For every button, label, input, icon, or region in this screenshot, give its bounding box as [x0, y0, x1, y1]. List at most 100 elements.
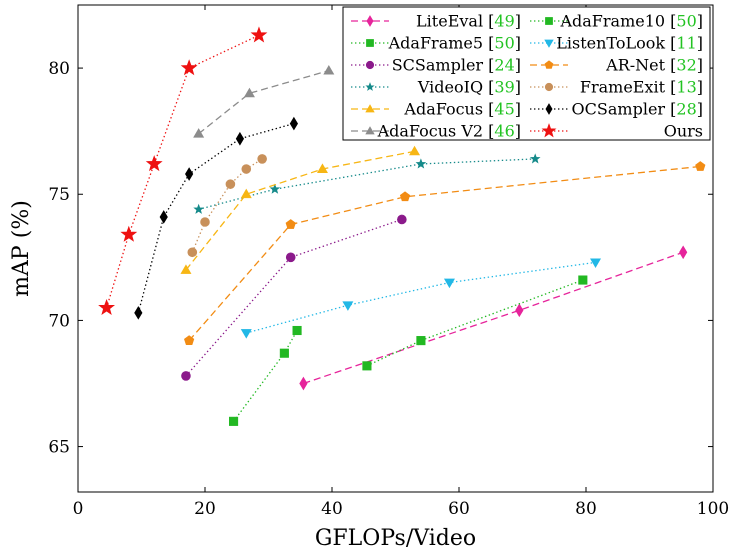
series-line: [185, 150, 415, 271]
legend-citation: [49]: [483, 12, 521, 31]
legend-label: FrameExit [13]: [580, 78, 703, 97]
series-line: [191, 158, 263, 253]
legend-marker: [544, 39, 554, 48]
legend-series-name: AdaFocus: [403, 100, 483, 119]
data-point: [409, 145, 421, 156]
legend-series-name: AR-Net: [605, 56, 665, 75]
legend-label: OCSampler [28]: [572, 100, 703, 119]
series-line: [366, 279, 584, 367]
legend-entry: AdaFrame5 [50]: [351, 34, 521, 53]
legend-series-name: SCSampler: [392, 56, 484, 75]
legend-entry: SCSampler [24]: [351, 56, 521, 75]
legend-series-name: AdaFrame5: [388, 34, 483, 53]
data-point: [240, 329, 252, 339]
series-adafocus: [180, 145, 421, 274]
series-adafocus-v2: [193, 65, 335, 138]
axes: 0 20 40 60 80 100 65 70 75 80: [48, 4, 729, 519]
legend-citation: [32]: [665, 56, 703, 75]
data-point: [180, 264, 192, 274]
series-frameexit: [187, 154, 267, 258]
legend-label: VideoIQ [39]: [417, 78, 521, 97]
series-line: [303, 251, 684, 385]
legend-marker: [541, 123, 557, 138]
series-line: [198, 69, 330, 135]
legend-series-name: AdaFrame10: [559, 12, 665, 31]
legend-entry: VideoIQ [39]: [351, 78, 521, 97]
series-adaframe5: [229, 325, 302, 426]
data-point: [342, 301, 354, 311]
data-point: [316, 163, 328, 173]
legend-label: SCSampler [24]: [392, 56, 521, 75]
data-point: [679, 245, 688, 260]
data-point: [529, 153, 541, 164]
legend-entry: AdaFocus [45]: [351, 100, 521, 119]
data-point: [145, 155, 163, 172]
legend: LiteEval [49] AdaFrame10 [50]AdaFrame5 [5…: [342, 6, 711, 141]
data-point: [120, 225, 138, 242]
data-point: [243, 87, 255, 98]
y-axis-title: mAP (%): [9, 200, 34, 297]
legend-marker: [545, 103, 553, 115]
legend-label: AdaFrame10 [50]: [559, 12, 703, 31]
data-point: [578, 275, 588, 285]
series-adaframe10: [362, 275, 588, 371]
series-ar-net: [184, 161, 706, 345]
legend-citation: [11]: [665, 34, 703, 53]
legend-entry: Ours: [530, 122, 703, 141]
x-tick-label: 100: [697, 499, 729, 519]
data-point: [362, 361, 372, 371]
data-point: [181, 371, 191, 381]
x-tick-label: 80: [575, 499, 597, 519]
legend-marker: [544, 60, 554, 69]
data-point: [185, 167, 194, 181]
x-tick-label: 40: [321, 499, 343, 519]
data-point: [250, 26, 268, 43]
data-point: [180, 59, 198, 76]
series-line: [233, 330, 298, 422]
y-tick-label: 75: [48, 185, 70, 205]
legend-series-name: FrameExit: [580, 78, 666, 97]
data-point: [299, 376, 308, 391]
legend-label: AdaFocus V2 [46]: [377, 122, 521, 141]
x-axis-title: GFLOPs/Video: [315, 526, 476, 551]
data-point: [416, 336, 426, 346]
legend-citation: [50]: [665, 12, 703, 31]
legend-marker: [365, 104, 375, 113]
series-ocsampler: [134, 116, 298, 320]
data-point: [134, 306, 143, 320]
legend-citation: [50]: [483, 34, 521, 53]
y-tick-label: 80: [48, 59, 70, 79]
legend-citation: [28]: [665, 100, 703, 119]
data-point: [590, 258, 602, 268]
legend-marker: [366, 15, 374, 27]
legend-citation: [39]: [483, 78, 521, 97]
legend-marker: [544, 82, 554, 92]
data-point: [184, 335, 195, 345]
legend-entry: AdaFocus V2 [46]: [351, 122, 521, 141]
y-tick-label: 65: [48, 438, 70, 458]
legend-series-name: OCSampler: [572, 100, 666, 119]
data-point: [229, 416, 239, 426]
data-point: [289, 116, 298, 131]
legend-series-name: ListenToLook: [556, 34, 665, 53]
data-point: [257, 154, 267, 164]
series-line: [198, 158, 536, 211]
data-point: [292, 325, 302, 336]
series-line: [188, 165, 701, 342]
legend-label: ListenToLook [11]: [556, 34, 703, 53]
x-tick-label: 60: [448, 499, 470, 519]
data-point: [98, 298, 115, 315]
y-tick-label: 70: [48, 311, 70, 331]
data-point: [193, 128, 205, 138]
legend-label: Ours: [664, 122, 703, 141]
legend-marker: [365, 126, 375, 135]
data-point: [415, 158, 427, 169]
legend-marker: [545, 17, 553, 25]
data-point: [695, 161, 706, 171]
legend-series-name: VideoIQ: [417, 78, 483, 97]
data-point: [200, 217, 210, 227]
legend-series-name: AdaFocus V2: [377, 122, 484, 141]
legend-box: [342, 6, 711, 141]
data-point: [443, 278, 455, 289]
data-point: [225, 179, 236, 189]
